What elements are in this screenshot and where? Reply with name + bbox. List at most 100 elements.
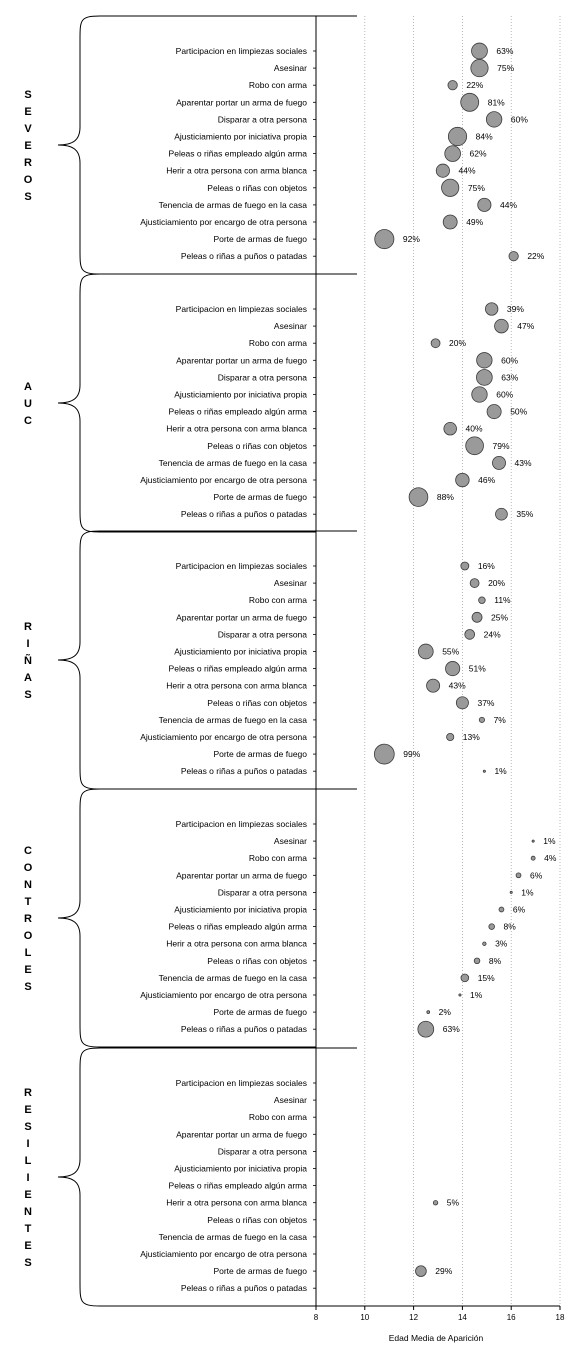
category-label: Ajusticiamiento por iniciativa propia [174, 132, 307, 142]
data-label: 37% [477, 698, 494, 708]
data-label: 60% [511, 114, 528, 124]
group-letter: A [24, 381, 32, 393]
category-label: Ajusticiamiento por encargo de otra pers… [140, 217, 307, 227]
data-label: 55% [442, 647, 459, 657]
category-label: Ajusticiamiento por encargo de otra pers… [140, 1249, 307, 1259]
category-label: Peleas o riñas empleado algún arma [169, 664, 308, 674]
data-bubble [444, 145, 461, 162]
data-label: 24% [484, 629, 501, 639]
category-label: Porte de armas de fuego [213, 234, 307, 244]
data-bubble [417, 1020, 435, 1038]
data-label: 20% [488, 578, 505, 588]
group-brace [57, 15, 101, 275]
data-bubble [443, 421, 457, 436]
group-letter: E [24, 1104, 31, 1116]
data-label: 7% [494, 715, 507, 725]
data-label: 35% [516, 509, 533, 519]
group-letter: C [24, 845, 32, 857]
data-bubble [478, 596, 486, 604]
category-label: Porte de armas de fuego [213, 749, 307, 759]
data-bubble [426, 678, 441, 693]
category-label: Robo con arma [249, 80, 307, 90]
data-label: 63% [501, 372, 518, 382]
data-label: 22% [466, 80, 483, 90]
category-label: Participacion en limpiezas sociales [176, 1078, 307, 1088]
data-label: 81% [488, 97, 505, 107]
category-label: Peleas o riñas empleado algún arma [169, 407, 308, 417]
data-label: 6% [513, 905, 526, 915]
group-letter: R [24, 913, 32, 925]
data-bubble [460, 561, 470, 571]
data-bubble [477, 197, 492, 212]
x-tick-label: 10 [360, 1313, 369, 1322]
category-label: Participacion en limpiezas sociales [176, 304, 307, 314]
data-bubble [430, 338, 441, 349]
category-label: Herir a otra persona con arma blanca [166, 1198, 307, 1208]
data-bubble [476, 369, 493, 386]
data-label: 6% [530, 870, 543, 880]
group-letter: N [24, 1206, 32, 1218]
category-label: Aparentar portar un arma de fuego [176, 1129, 307, 1139]
category-label: Tenencia de armas de fuego en la casa [159, 1232, 308, 1242]
category-label: Ajusticiamiento por iniciativa propia [174, 647, 307, 657]
category-label: Tenencia de armas de fuego en la casa [159, 973, 308, 983]
data-bubble [495, 507, 508, 521]
data-bubble [408, 487, 429, 507]
group-letter: S [24, 1257, 31, 1269]
group-letter: I [26, 1138, 29, 1150]
data-bubble [435, 163, 450, 178]
category-label: Peleas o riñas a puños o patadas [181, 1283, 307, 1293]
category-label: Participacion en limpiezas sociales [176, 561, 307, 571]
category-label: Participacion en limpiezas sociales [176, 46, 307, 56]
data-label: 60% [501, 355, 518, 365]
category-label: Herir a otra persona con arma blanca [166, 166, 307, 176]
group-letter: V [24, 123, 32, 135]
data-bubble [446, 732, 455, 742]
group-letter: I [26, 638, 29, 650]
data-bubble [530, 855, 536, 861]
group-letter: T [25, 896, 32, 908]
data-bubble [498, 906, 505, 913]
data-label: 16% [478, 561, 495, 571]
data-label: 63% [443, 1024, 460, 1034]
data-bubble [492, 455, 506, 470]
category-label: Peleas o riñas empleado algún arma [169, 149, 308, 159]
category-label: Ajusticiamiento por iniciativa propia [174, 390, 307, 400]
data-label: 84% [476, 132, 493, 142]
category-label: Robo con arma [249, 595, 307, 605]
data-label: 63% [496, 46, 513, 56]
data-bubble [441, 178, 460, 197]
category-label: Aparentar portar un arma de fuego [176, 355, 307, 365]
data-label: 92% [403, 234, 420, 244]
data-bubble [460, 973, 470, 983]
data-bubble [465, 436, 484, 456]
data-bubble [469, 578, 480, 588]
category-label: Robo con arma [249, 1112, 307, 1122]
data-bubble [482, 941, 487, 946]
group-letter: S [24, 191, 31, 203]
data-bubble [478, 716, 485, 723]
data-bubble [426, 1010, 431, 1014]
category-label: Peleas o riñas empleado algún arma [169, 1181, 308, 1191]
x-tick-label: 18 [556, 1313, 565, 1322]
x-tick-label: 14 [458, 1313, 467, 1322]
category-label: Ajusticiamiento por encargo de otra pers… [140, 732, 307, 742]
group-letter: O [24, 930, 33, 942]
category-label: Peleas o riñas con objetos [207, 183, 307, 193]
data-bubble [460, 92, 480, 112]
data-bubble [447, 126, 468, 147]
data-label: 75% [468, 183, 485, 193]
data-label: 50% [510, 407, 527, 417]
group-brace [57, 1047, 101, 1307]
group-brace [57, 788, 101, 1048]
data-label: 13% [463, 732, 480, 742]
data-bubble [455, 472, 470, 488]
data-label: 1% [494, 766, 507, 776]
data-label: 46% [478, 475, 495, 485]
data-bubble [531, 839, 535, 843]
data-bubble [471, 386, 488, 403]
group-letter: R [24, 1087, 32, 1099]
category-label: Peleas o riñas con objetos [207, 956, 307, 966]
data-bubble [373, 743, 395, 765]
data-bubble [509, 890, 513, 894]
